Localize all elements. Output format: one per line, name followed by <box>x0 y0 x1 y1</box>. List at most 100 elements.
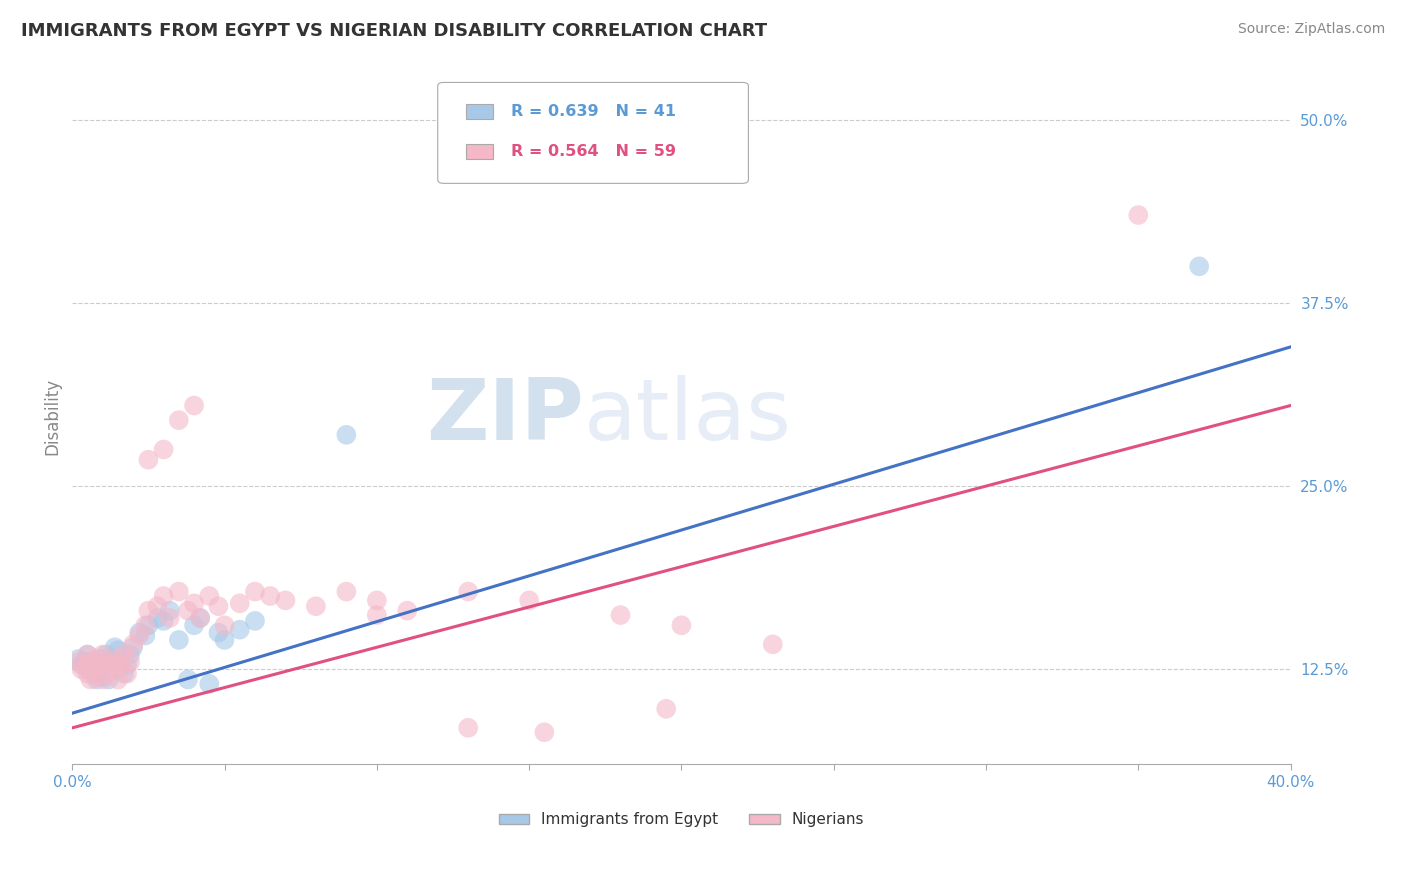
Point <box>110 655 132 669</box>
Point <box>89 662 111 676</box>
Point <box>655 702 678 716</box>
Point <box>94 648 117 662</box>
Point <box>122 637 145 651</box>
Point <box>146 599 169 614</box>
Point <box>122 640 145 655</box>
Point <box>533 725 555 739</box>
Point <box>183 618 205 632</box>
Point <box>214 632 236 647</box>
Point <box>86 652 108 666</box>
Point <box>152 589 174 603</box>
Point <box>366 593 388 607</box>
Point <box>177 673 200 687</box>
Point <box>198 589 221 603</box>
Point <box>152 614 174 628</box>
Point <box>76 666 98 681</box>
Point <box>229 623 252 637</box>
Point <box>67 652 90 666</box>
Point <box>1188 260 1211 274</box>
Point <box>274 593 297 607</box>
Point <box>167 413 190 427</box>
Text: atlas: atlas <box>583 375 792 458</box>
Point <box>177 604 200 618</box>
Point <box>167 632 190 647</box>
Point <box>79 655 101 669</box>
Point <box>86 673 108 687</box>
Text: R = 0.639   N = 41: R = 0.639 N = 41 <box>510 104 676 120</box>
Point <box>115 657 138 672</box>
Point <box>214 618 236 632</box>
FancyBboxPatch shape <box>437 82 748 184</box>
Point <box>83 666 105 681</box>
Point <box>70 657 93 672</box>
Text: Source: ZipAtlas.com: Source: ZipAtlas.com <box>1237 22 1385 37</box>
Point <box>91 648 114 662</box>
Point <box>76 648 98 662</box>
Point <box>335 584 357 599</box>
Point <box>128 625 150 640</box>
Point <box>183 399 205 413</box>
Point <box>159 611 181 625</box>
Point <box>762 637 785 651</box>
Point <box>70 662 93 676</box>
Point <box>609 608 631 623</box>
Point <box>183 596 205 610</box>
Point <box>188 611 211 625</box>
Point <box>138 604 160 618</box>
Text: R = 0.564   N = 59: R = 0.564 N = 59 <box>510 144 676 159</box>
Point <box>134 618 156 632</box>
FancyBboxPatch shape <box>465 144 492 159</box>
Point <box>97 655 120 669</box>
Point <box>671 618 693 632</box>
Point <box>167 584 190 599</box>
Point <box>79 673 101 687</box>
Point <box>1128 208 1150 222</box>
Point <box>207 599 229 614</box>
Point <box>396 604 419 618</box>
Point <box>134 628 156 642</box>
Text: IMMIGRANTS FROM EGYPT VS NIGERIAN DISABILITY CORRELATION CHART: IMMIGRANTS FROM EGYPT VS NIGERIAN DISABI… <box>21 22 768 40</box>
Point <box>138 618 160 632</box>
Point <box>112 648 135 662</box>
Point <box>83 662 105 676</box>
Point <box>79 655 101 669</box>
Point <box>86 657 108 672</box>
Point <box>138 452 160 467</box>
Legend: Immigrants from Egypt, Nigerians: Immigrants from Egypt, Nigerians <box>492 806 870 833</box>
Y-axis label: Disability: Disability <box>44 378 60 455</box>
Point <box>104 640 127 655</box>
Point <box>152 442 174 457</box>
Point <box>159 604 181 618</box>
Point <box>115 666 138 681</box>
Point <box>188 611 211 625</box>
Point <box>91 669 114 683</box>
Point <box>101 657 124 672</box>
Point <box>128 628 150 642</box>
Point <box>101 657 124 672</box>
Point <box>76 648 98 662</box>
Point <box>91 652 114 666</box>
Point <box>229 596 252 610</box>
Point <box>198 677 221 691</box>
Point <box>259 589 281 603</box>
Point <box>91 673 114 687</box>
Point <box>243 614 266 628</box>
Point <box>110 657 132 672</box>
Point <box>86 669 108 683</box>
Point <box>97 666 120 681</box>
Point <box>107 652 129 666</box>
Point <box>517 593 540 607</box>
Point <box>76 662 98 676</box>
Point <box>107 643 129 657</box>
Point <box>457 584 479 599</box>
Text: ZIP: ZIP <box>426 375 583 458</box>
Point <box>112 666 135 681</box>
Point <box>305 599 328 614</box>
FancyBboxPatch shape <box>465 104 492 120</box>
Point <box>120 648 142 662</box>
Point <box>146 611 169 625</box>
Point <box>73 655 96 669</box>
Point <box>457 721 479 735</box>
Point <box>120 655 142 669</box>
Point <box>335 427 357 442</box>
